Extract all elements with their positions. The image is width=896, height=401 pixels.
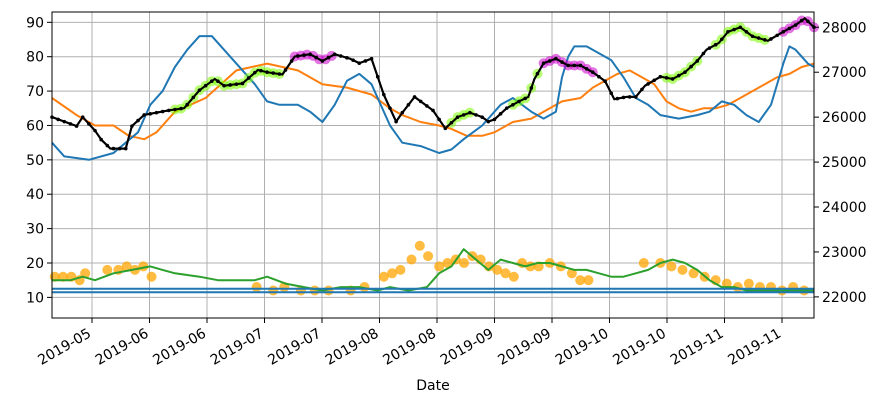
right-tick-label: 28000: [822, 20, 867, 36]
x-axis-label: Date: [416, 378, 449, 394]
indicator-marker: [575, 275, 586, 286]
left-tick-label: 30: [26, 222, 44, 238]
indicator-marker: [688, 268, 699, 279]
series-line-1: [51, 62, 815, 141]
indicator-marker: [492, 264, 503, 275]
price-points: [50, 15, 819, 151]
indicator-marker: [268, 285, 279, 296]
indicator-marker: [500, 268, 511, 279]
left-tick-label: 90: [26, 15, 44, 31]
indicator-marker: [508, 271, 519, 282]
indicator-marker: [146, 271, 157, 282]
right-y-axis: 22000 23000 24000 25000 26000 27000 28000: [814, 20, 867, 306]
indicator-marker: [583, 275, 594, 286]
indicator-marker: [121, 261, 132, 272]
indicator-marker: [638, 257, 649, 268]
price-line: [51, 16, 815, 150]
indicator-marker: [406, 254, 417, 265]
series-line-3: [52, 248, 814, 292]
left-tick-label: 70: [26, 84, 44, 100]
indicator-marker: [395, 264, 406, 275]
left-y-axis: 10 20 30 40 50 60 70 80 90: [26, 15, 52, 306]
right-tick-label: 22000: [822, 290, 867, 306]
indicator-marker: [442, 257, 453, 268]
indicator-marker: [414, 240, 425, 251]
left-tick-label: 40: [26, 187, 44, 203]
right-tick-label: 25000: [822, 155, 867, 171]
right-tick-label: 26000: [822, 110, 867, 126]
indicator-marker: [423, 251, 434, 262]
left-tick-label: 60: [26, 118, 44, 134]
left-tick-label: 50: [26, 153, 44, 169]
indicator-marker: [387, 268, 398, 279]
plot-frame: [51, 11, 815, 319]
right-tick-label: 24000: [822, 200, 867, 216]
indicator-marker: [677, 264, 688, 275]
indicator-marker: [251, 282, 262, 293]
right-tick-label: 23000: [822, 245, 867, 261]
indicator-marker: [666, 261, 677, 272]
right-tick-label: 27000: [822, 65, 867, 81]
left-tick-label: 20: [26, 256, 44, 272]
indicator-marker: [102, 264, 113, 275]
indicator-marker: [378, 271, 389, 282]
indicator-marker: [459, 257, 470, 268]
indicator-marker: [743, 278, 754, 289]
left-tick-label: 80: [26, 50, 44, 66]
series-line-2: [51, 35, 815, 161]
left-tick-label: 10: [26, 290, 44, 306]
indicator-marker: [434, 261, 445, 272]
